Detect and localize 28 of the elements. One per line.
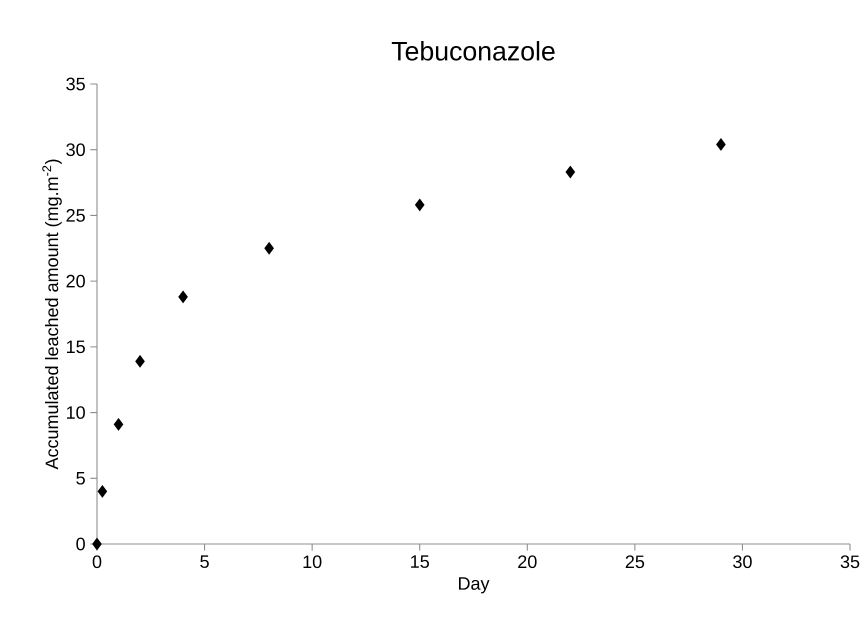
x-axis-title: Day (458, 577, 490, 594)
y-tick-label: 25 (66, 209, 85, 222)
point (716, 138, 726, 151)
x-tick-label: 30 (733, 555, 752, 568)
x-tick-label: 5 (200, 555, 209, 568)
point (92, 538, 102, 550)
point (135, 355, 145, 368)
point (98, 485, 108, 498)
x-tick-label: 35 (840, 555, 860, 568)
x-tick-label: 20 (518, 555, 537, 568)
point (414, 198, 424, 212)
y-tick-label: 20 (66, 274, 85, 288)
y-axis-title: Accumulated leached amount (mg.m$^{-2}$) (42, 160, 62, 470)
point (264, 242, 274, 255)
chart-title: Tebuconazole (392, 41, 555, 61)
x-tick-label: 15 (411, 555, 429, 568)
y-tick-label: 15 (66, 340, 85, 354)
x-tick-label: 10 (304, 555, 322, 568)
y-tick-label: 5 (76, 472, 85, 485)
y-tick-label: 0 (76, 538, 85, 550)
y-tick-label: 35 (66, 78, 85, 90)
point (178, 290, 188, 304)
point (566, 166, 576, 178)
point (114, 418, 124, 431)
x-tick-label: 25 (626, 555, 644, 568)
y-tick-label: 30 (66, 143, 85, 156)
y-tick-label: 10 (66, 406, 85, 419)
x-tick-label: 0 (92, 555, 102, 568)
